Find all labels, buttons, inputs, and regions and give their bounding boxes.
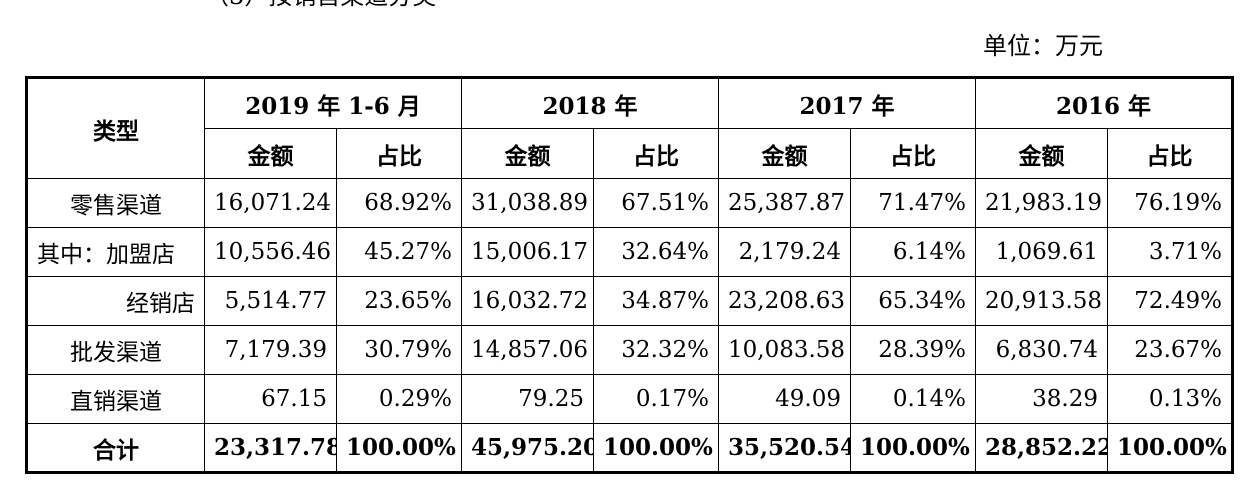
amount-cell: 10,083.58 [718,325,851,375]
share-cell: 0.14% [850,374,976,424]
share-cell: 0.13% [1107,374,1233,424]
share-cell: 76.19% [1107,178,1233,228]
share-cell: 100.00% [850,423,976,473]
table-row: 经销店 5,514.77 23.65% 16,032.72 34.87% 23,… [26,276,1233,326]
share-cell: 23.67% [1107,325,1233,375]
share-cell: 32.32% [593,325,719,375]
share-cell: 32.64% [593,227,719,277]
amount-cell: 23,317.78 [204,423,337,473]
amount-cell: 7,179.39 [204,325,337,375]
share-cell: 3.71% [1107,227,1233,277]
share-cell: 34.87% [593,276,719,326]
amount-cell: 16,071.24 [204,178,337,228]
share-cell: 6.14% [850,227,976,277]
share-cell: 0.29% [336,374,462,424]
amount-cell: 31,038.89 [461,178,594,228]
amount-header: 金额 [204,128,337,179]
share-cell: 0.17% [593,374,719,424]
row-label: 合计 [26,423,205,473]
share-cell: 68.92% [336,178,462,228]
amount-cell: 79.25 [461,374,594,424]
share-header: 占比 [850,128,976,179]
amount-header: 金额 [718,128,851,179]
section-heading-fragment: （3）按销售渠道分类 [205,0,436,8]
amount-cell: 21,983.19 [975,178,1108,228]
row-label: 直销渠道 [26,374,205,424]
amount-cell: 1,069.61 [975,227,1108,277]
row-label: 经销店 [26,276,205,326]
amount-cell: 10,556.46 [204,227,337,277]
share-cell: 23.65% [336,276,462,326]
amount-cell: 15,006.17 [461,227,594,277]
amount-cell: 67.15 [204,374,337,424]
amount-header: 金额 [975,128,1108,179]
table-row: 其中：加盟店 10,556.46 45.27% 15,006.17 32.64%… [26,227,1233,277]
row-label: 零售渠道 [26,178,205,228]
amount-cell: 25,387.87 [718,178,851,228]
type-header: 类型 [26,77,205,179]
table-row: 直销渠道 67.15 0.29% 79.25 0.17% 49.09 0.14%… [26,374,1233,424]
period-header: 2017 年 [718,77,976,129]
amount-cell: 49.09 [718,374,851,424]
share-cell: 100.00% [593,423,719,473]
amount-cell: 16,032.72 [461,276,594,326]
share-cell: 45.27% [336,227,462,277]
amount-cell: 28,852.22 [975,423,1108,473]
amount-cell: 38.29 [975,374,1108,424]
amount-cell: 6,830.74 [975,325,1108,375]
share-cell: 71.47% [850,178,976,228]
amount-cell: 5,514.77 [204,276,337,326]
period-header: 2018 年 [461,77,719,129]
amount-cell: 45,975.20 [461,423,594,473]
amount-cell: 14,857.06 [461,325,594,375]
share-cell: 28.39% [850,325,976,375]
share-header: 占比 [1107,128,1233,179]
share-header: 占比 [593,128,719,179]
share-cell: 100.00% [1107,423,1233,473]
header-row-periods: 类型 2019 年 1-6 月 2018 年 2017 年 2016 年 [26,77,1233,179]
period-header: 2016 年 [975,77,1233,129]
table-row: 零售渠道 16,071.24 68.92% 31,038.89 67.51% 2… [26,178,1233,228]
header-row-metrics: 金额 占比 金额 占比 金额 占比 金额 占比 [27,128,1233,179]
period-header: 2019 年 1-6 月 [204,77,462,129]
row-label: 其中：加盟店 [26,227,205,277]
share-cell: 67.51% [593,178,719,228]
total-row: 合计 23,317.78 100.00% 45,975.20 100.00% 3… [26,423,1233,473]
amount-cell: 2,179.24 [718,227,851,277]
share-cell: 100.00% [336,423,462,473]
row-label: 批发渠道 [26,325,205,375]
table-row: 批发渠道 7,179.39 30.79% 14,857.06 32.32% 10… [26,325,1233,375]
amount-cell: 20,913.58 [975,276,1108,326]
unit-label: 单位：万元 [983,32,1103,60]
amount-cell: 35,520.54 [718,423,851,473]
share-header: 占比 [336,128,462,179]
share-cell: 65.34% [850,276,976,326]
sales-channel-table: 类型 2019 年 1-6 月 2018 年 2017 年 2016 年 金额 … [25,76,1234,474]
share-cell: 30.79% [336,325,462,375]
amount-cell: 23,208.63 [718,276,851,326]
amount-header: 金额 [461,128,594,179]
share-cell: 72.49% [1107,276,1233,326]
